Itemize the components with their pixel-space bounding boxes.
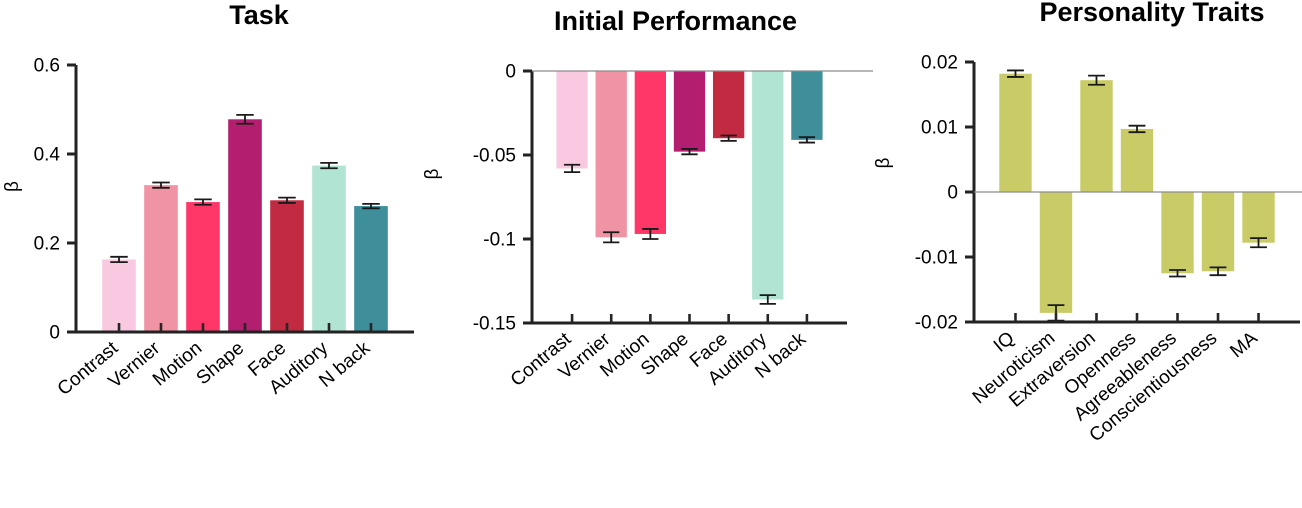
svg-text:0.2: 0.2 xyxy=(34,234,60,255)
svg-text:Personality Traits: Personality Traits xyxy=(1039,0,1264,27)
svg-text:-0.01: -0.01 xyxy=(915,248,958,269)
svg-text:β: β xyxy=(422,168,443,179)
svg-text:0.6: 0.6 xyxy=(34,56,60,77)
svg-text:0: 0 xyxy=(49,323,60,344)
svg-text:0: 0 xyxy=(947,183,958,204)
svg-text:β: β xyxy=(2,181,23,192)
svg-text:β: β xyxy=(873,157,894,168)
svg-text:Task: Task xyxy=(229,0,290,30)
svg-text:0.4: 0.4 xyxy=(34,145,61,166)
svg-text:-0.1: -0.1 xyxy=(483,230,516,251)
svg-text:0: 0 xyxy=(505,62,516,83)
svg-text:0.02: 0.02 xyxy=(921,53,958,74)
svg-text:Initial Performance: Initial Performance xyxy=(554,6,797,36)
svg-text:0.01: 0.01 xyxy=(921,118,958,139)
svg-text:-0.15: -0.15 xyxy=(473,314,516,335)
svg-text:-0.05: -0.05 xyxy=(473,146,516,167)
svg-text:-0.02: -0.02 xyxy=(915,313,958,334)
